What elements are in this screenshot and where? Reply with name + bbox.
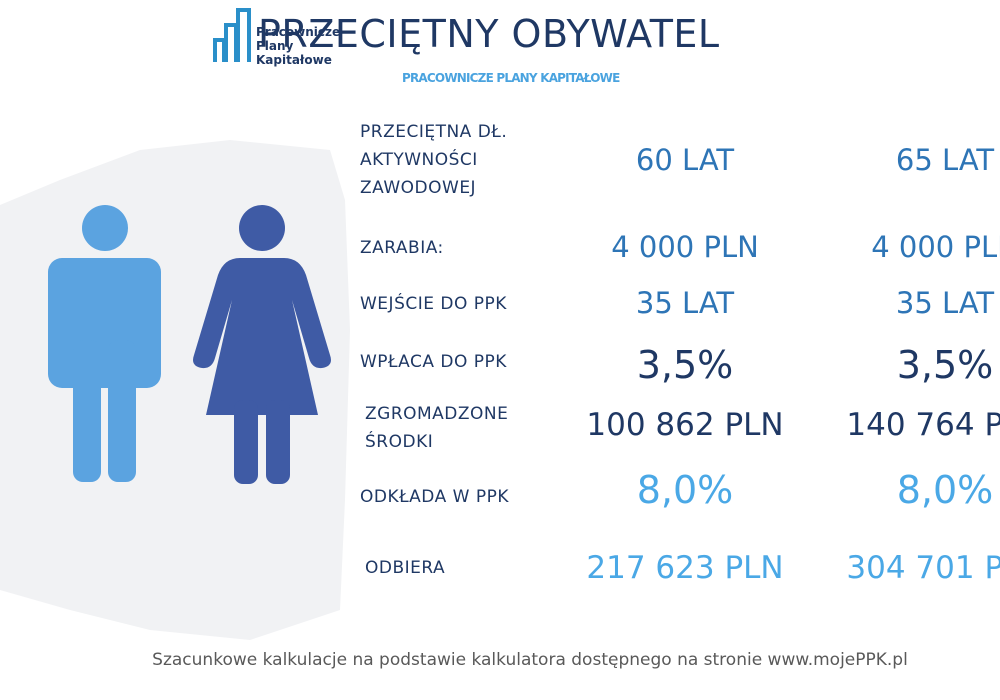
- row-label: ODKŁADA W PPK: [360, 483, 509, 511]
- label-line: WPŁACA DO PPK: [360, 352, 507, 372]
- row-value: 3,5%: [896, 343, 994, 387]
- label-line: ODKŁADA W PPK: [360, 487, 509, 507]
- subtitle: PRACOWNICZE PLANY KAPITAŁOWE: [402, 71, 620, 85]
- row-label: WPŁACA DO PPK: [360, 348, 507, 376]
- row-value: 65 LAT: [895, 143, 995, 177]
- row-value: 8,0%: [636, 468, 734, 512]
- row-value: 4 000 PLN: [611, 230, 759, 264]
- logo-icon: [213, 8, 251, 62]
- row-label: ZARABIA:: [360, 234, 444, 262]
- label-line: ODBIERA: [365, 558, 446, 578]
- woman-figure: [193, 205, 331, 484]
- label-line: ZARABIA:: [360, 238, 444, 258]
- row-label: PRZECIĘTNA DŁ. AKTYWNOŚCI ZAWODOWEJ: [360, 118, 507, 202]
- title: PRZECIĘTNY OBYWATEL: [258, 12, 720, 56]
- row-label: ODBIERA: [365, 554, 445, 582]
- row-value: 60 LAT: [635, 143, 735, 177]
- label-line: WEJŚCIE DO PPK: [360, 294, 507, 314]
- label-line: ZGROMADZONE: [365, 404, 509, 424]
- row-value: 4 000 PLN: [871, 230, 1000, 264]
- row-value: 35 LAT: [895, 286, 995, 320]
- row-value: 304 701 PLN: [846, 550, 1000, 586]
- row-value: 100 862 PLN: [586, 407, 784, 443]
- logo-line: Pracownicze: [256, 25, 341, 39]
- row-value: 140 764 PLN: [846, 407, 1000, 443]
- logo-text: Pracownicze Plany Kapitałowe: [256, 25, 340, 67]
- logo-line: Plany: [256, 39, 294, 53]
- man-figure: [48, 205, 161, 482]
- label-line: PRZECIĘTNA DŁ.: [360, 122, 508, 142]
- footer-note: Szacunkowe kalkulacje na podstawie kalku…: [152, 650, 908, 670]
- logo-line: Kapitałowe: [256, 53, 332, 67]
- row-label: ZGROMADZONE ŚRODKI: [365, 400, 508, 456]
- label-line: ŚRODKI: [365, 432, 434, 452]
- label-line: ZAWODOWEJ: [360, 178, 477, 198]
- row-label: WEJŚCIE DO PPK: [360, 290, 507, 318]
- row-value: 3,5%: [636, 343, 734, 387]
- row-value: 35 LAT: [635, 286, 735, 320]
- row-value: 217 623 PLN: [586, 550, 784, 586]
- label-line: AKTYWNOŚCI: [360, 150, 478, 170]
- row-value: 8,0%: [896, 468, 994, 512]
